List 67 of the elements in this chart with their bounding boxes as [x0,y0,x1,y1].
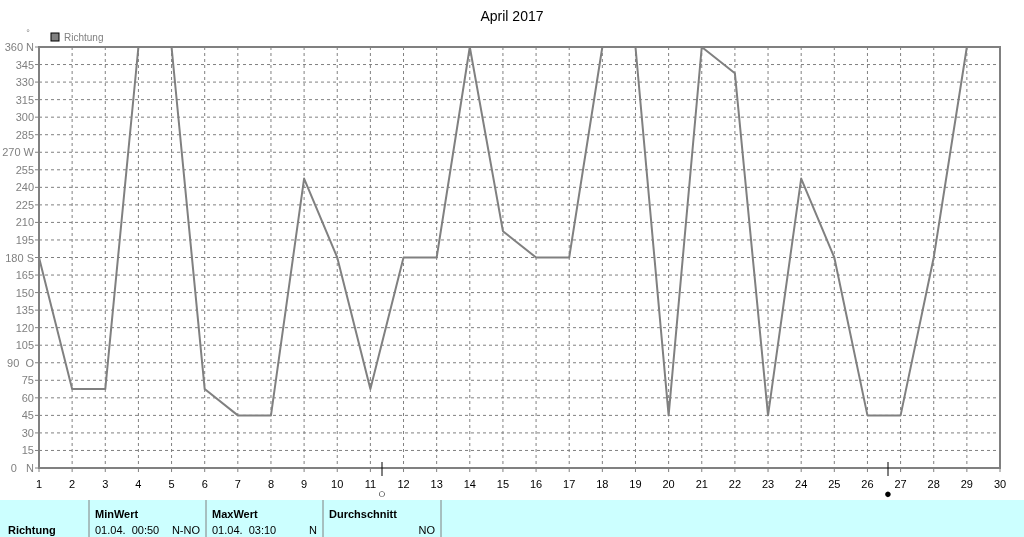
y-tick-label: 180 S [5,251,34,264]
y-tick-label: 105 [15,339,34,352]
y-tick-label: 15 [21,444,34,457]
y-tick-label: 75 [21,374,34,387]
x-tick-label: 25 [828,478,841,490]
text: 01.04. 00:50 [95,524,160,536]
x-tick-label: 28 [927,478,940,490]
x-tick-label: 5 [168,478,175,490]
y-tick-label: 330 [15,76,34,89]
x-tick-label: 14 [463,478,476,490]
y-tick-label: 30 [21,426,34,439]
y-tick-label: 255 [15,163,34,176]
y-tick-label: 150 [15,286,34,299]
text: Richtung [8,524,56,536]
y-tick-label: 45 [21,409,34,422]
y-tick-label: 225 [15,198,34,211]
y-tick-label: 60 [21,391,34,404]
x-tick-label: 30 [993,478,1007,490]
x-tick-label: 13 [430,478,443,490]
y-tick-label: 165 [15,269,34,282]
chart-title: April 2017 [480,8,544,24]
x-tick-label: 10 [331,478,344,490]
x-tick-label: 12 [397,478,410,490]
y-axis-title: ° [26,28,31,38]
text: 01.04. 03:10 [212,524,277,536]
x-tick-label: 7 [234,478,241,490]
y-tick-label: 240 [15,181,34,194]
x-tick-label: 3 [102,478,109,490]
x-tick-label: 2 [69,478,76,490]
x-tick-label: 21 [695,478,708,490]
text: NO [418,524,436,536]
x-tick-label: 19 [629,478,642,490]
x-tick-label: 16 [529,478,543,490]
y-tick-label: 0 N [10,462,35,474]
y-tick-label: 270 W [2,146,35,159]
x-tick-label: 17 [563,478,576,490]
y-tick-label: 315 [15,93,34,106]
x-tick-label: 22 [728,478,742,490]
y-tick-label: 285 [15,128,34,141]
text: Durchschnitt [329,508,398,520]
y-tick-label: 90 O [7,356,35,369]
x-tick-label: 1 [35,478,43,490]
y-tick-label: 345 [15,58,34,71]
text: N-NO [171,524,201,536]
x-tick-label: 11 [364,478,377,490]
x-tick-label: 23 [761,478,775,490]
x-tick-label: 6 [201,478,208,490]
x-tick-label: 18 [596,478,609,490]
y-tick-label: 135 [15,304,34,317]
y-tick-label: 195 [15,233,34,246]
x-tick-label: 29 [960,478,973,490]
x-tick-label: 26 [861,478,874,490]
y-tick-label: 120 [15,321,34,334]
y-tick-label: 300 [15,111,34,124]
x-tick-label: 27 [894,478,907,490]
x-tick-label: 20 [662,478,675,490]
x-tick-label: 15 [496,478,510,490]
y-tick-label: 210 [15,216,34,229]
x-tick-label: 4 [135,478,142,490]
text: MaxWert [212,508,258,520]
x-tick-label: 8 [267,478,275,490]
x-tick-label: 9 [301,478,308,490]
text: MinWert [95,508,139,520]
y-tick-label: 360 N [4,41,35,53]
x-tick-label: 24 [795,478,808,490]
legend-label: Richtung [64,32,104,43]
text: N [309,524,318,536]
